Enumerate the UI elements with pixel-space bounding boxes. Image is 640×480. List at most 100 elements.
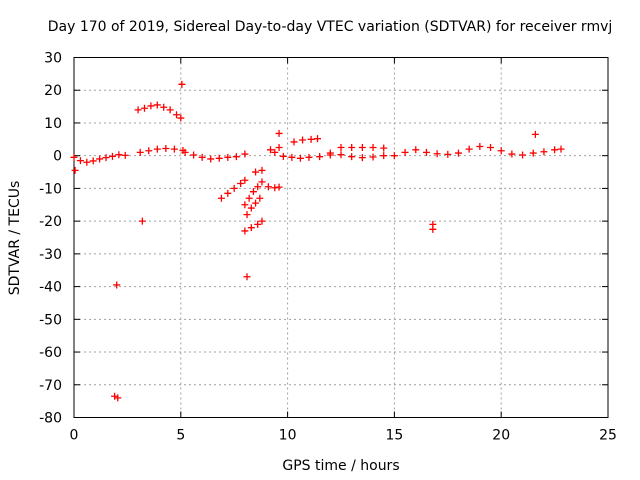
data-point [307,135,315,143]
grid [74,57,608,418]
data-point [153,145,161,153]
data-point [247,204,255,212]
y-axis-label: SDTVAR / TECUs [7,181,23,296]
data-point [70,153,78,161]
data-point [264,183,272,191]
data-point [369,153,377,161]
data-point [162,144,170,152]
x-tick-label: 0 [70,428,79,444]
data-point [271,184,279,192]
data-points [70,80,565,402]
data-point [519,151,527,159]
plot-area-border [73,57,609,418]
data-point [241,201,249,209]
data-point [422,148,430,156]
data-point [390,152,398,160]
data-point [429,225,437,233]
x-tick-label: 10 [279,428,297,444]
data-point [247,224,255,232]
data-point [275,129,283,137]
data-point [258,178,266,186]
data-point [114,394,122,402]
data-point [198,153,206,161]
data-point [465,145,473,153]
data-point [249,188,257,196]
data-point [83,158,91,166]
data-point [275,183,283,191]
data-point [237,180,245,187]
data-point [115,151,123,159]
data-point [348,144,356,151]
series-arc-12 [290,135,322,146]
data-point [190,151,198,159]
y-tick-label: -50 [39,312,62,328]
data-point [444,150,452,158]
data-point [531,130,539,138]
data-point [207,155,215,163]
data-point [178,80,186,88]
series-arc-2 [134,101,185,122]
data-point [232,153,240,161]
data-point [71,166,79,174]
data-point [170,145,178,153]
data-point [140,104,148,112]
data-point [348,153,356,161]
data-point [224,153,232,161]
data-point [258,217,266,225]
series-arc-15 [390,143,565,160]
data-point [102,154,110,162]
series-arc-14 [326,149,388,162]
y-tick-label: 10 [44,116,62,132]
data-point [305,153,313,161]
data-point [256,194,264,202]
data-point [358,154,366,162]
data-point [299,136,307,144]
y-tick-label: -40 [39,280,62,296]
data-point [153,101,161,109]
data-point [369,144,377,151]
series-arc-9 [252,166,283,192]
data-point [76,157,84,165]
series-arc-1 [70,151,129,166]
data-point [243,211,251,219]
data-point [166,106,174,114]
series-arc-4 [181,148,249,163]
y-tick-label: 30 [44,51,62,67]
data-point [557,145,565,153]
data-point [230,184,238,192]
data-point [337,151,345,159]
x-tick-label: 5 [176,428,185,444]
data-point [121,151,129,159]
y-tick-label: 20 [44,83,62,99]
y-tick-label: -60 [39,345,62,361]
data-point [254,183,262,191]
series-arc-10 [267,144,283,156]
data-point [314,135,322,143]
data-point [454,149,462,157]
data-point [529,149,537,157]
data-point [316,153,324,161]
data-point [147,102,155,110]
x-tick-label: 20 [492,428,510,444]
data-point [134,106,142,114]
data-point [173,111,181,119]
axis-ticks [73,57,609,418]
data-point [412,146,420,154]
series-arc-7 [243,194,264,219]
data-point [96,155,104,163]
series-arc-5 [217,176,249,202]
data-point [241,150,249,158]
data-point [113,281,121,289]
data-point [401,148,409,156]
x-tick-labels: 0 5 10 15 20 25 [70,428,617,444]
data-point [241,176,249,184]
y-tick-labels: 30 20 10 0 -10 -20 -30 -40 -50 -60 -70 -80 [39,51,62,427]
data-point [89,157,97,165]
data-point [326,149,334,157]
series-arc-8 [241,217,266,235]
series-outliers [71,80,539,402]
y-tick-label: -80 [39,411,62,427]
data-point [252,199,260,207]
data-point [108,152,116,160]
